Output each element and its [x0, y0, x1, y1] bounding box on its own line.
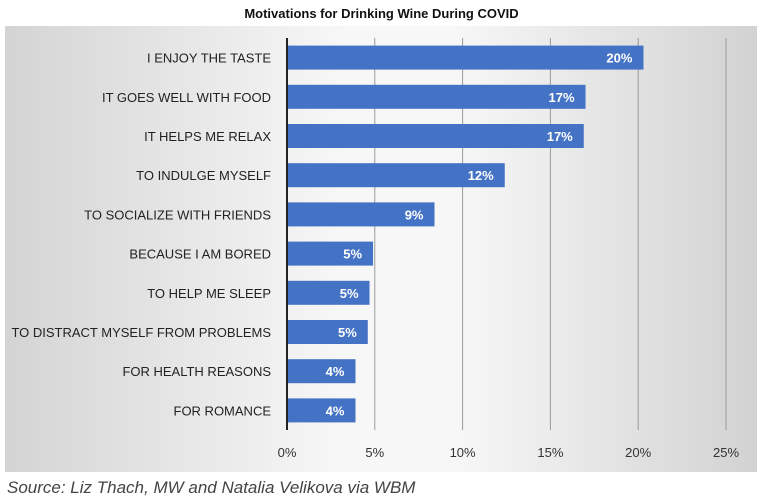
data-label: 12%	[468, 168, 494, 183]
data-label: 5%	[338, 325, 357, 340]
data-label: 5%	[340, 286, 359, 301]
category-label: TO HELP ME SLEEP	[147, 286, 271, 301]
bar	[287, 84, 586, 109]
bar	[287, 124, 584, 148]
bar	[287, 320, 368, 344]
category-label: IT HELPS ME RELAX	[144, 129, 271, 144]
data-label: 5%	[343, 247, 362, 262]
data-label: 4%	[326, 403, 345, 418]
bar	[287, 280, 370, 305]
bar	[287, 163, 505, 188]
x-tick-label: 25%	[713, 445, 739, 460]
chart-title: Motivations for Drinking Wine During COV…	[244, 6, 519, 21]
bar	[287, 202, 435, 227]
data-label: 20%	[606, 51, 632, 66]
data-label: 9%	[405, 207, 424, 222]
category-label: I ENJOY THE TASTE	[147, 51, 271, 66]
category-label: TO SOCIALIZE WITH FRIENDS	[84, 207, 271, 222]
x-tick-label: 10%	[450, 445, 476, 460]
data-label: 4%	[326, 364, 345, 379]
category-label: TO INDULGE MYSELF	[136, 168, 271, 183]
x-tick-label: 0%	[278, 445, 297, 460]
x-tick-label: 5%	[365, 445, 384, 460]
bar-chart: 20% 17% 17% 12% 9% 5% 5% 5% 4% 4% I ENJOY THE TAS…	[11, 38, 740, 460]
category-label: FOR ROMANCE	[174, 403, 272, 418]
bar	[287, 398, 356, 423]
category-label: TO DISTRACT MYSELF FROM PROBLEMS	[11, 325, 271, 340]
category-label: BECAUSE I AM BORED	[129, 247, 271, 262]
bar	[287, 359, 356, 384]
category-labels: I ENJOY THE TASTE IT GOES WELL WITH FOOD I…	[11, 51, 271, 419]
x-axis-ticks: 0% 5% 10% 15% 20% 25%	[278, 445, 740, 460]
data-label: 17%	[547, 129, 573, 144]
bar	[287, 241, 374, 266]
category-label: FOR HEALTH REASONS	[122, 364, 271, 379]
category-label: IT GOES WELL WITH FOOD	[102, 90, 271, 105]
source-note: Source: Liz Thach, MW and Natalia Veliko…	[7, 478, 416, 497]
x-tick-label: 20%	[625, 445, 651, 460]
bar	[287, 45, 644, 70]
x-tick-label: 15%	[537, 445, 563, 460]
data-label: 17%	[548, 90, 574, 105]
bars: 20% 17% 17% 12% 9% 5% 5% 5% 4% 4%	[287, 45, 644, 423]
